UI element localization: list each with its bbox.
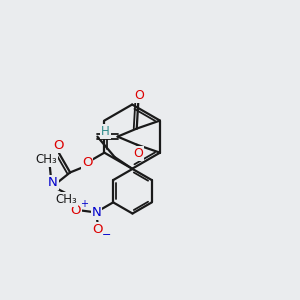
Text: O: O: [133, 147, 143, 160]
Text: +: +: [80, 199, 88, 209]
Text: O: O: [82, 156, 92, 170]
Text: CH₃: CH₃: [55, 193, 77, 206]
Text: N: N: [92, 206, 101, 218]
Text: O: O: [93, 223, 103, 236]
Text: H: H: [101, 125, 110, 138]
Text: CH₃: CH₃: [36, 153, 58, 167]
Text: O: O: [134, 89, 144, 102]
Text: −: −: [102, 230, 112, 240]
Text: N: N: [48, 176, 58, 189]
Text: O: O: [54, 139, 64, 152]
Text: O: O: [70, 204, 81, 217]
